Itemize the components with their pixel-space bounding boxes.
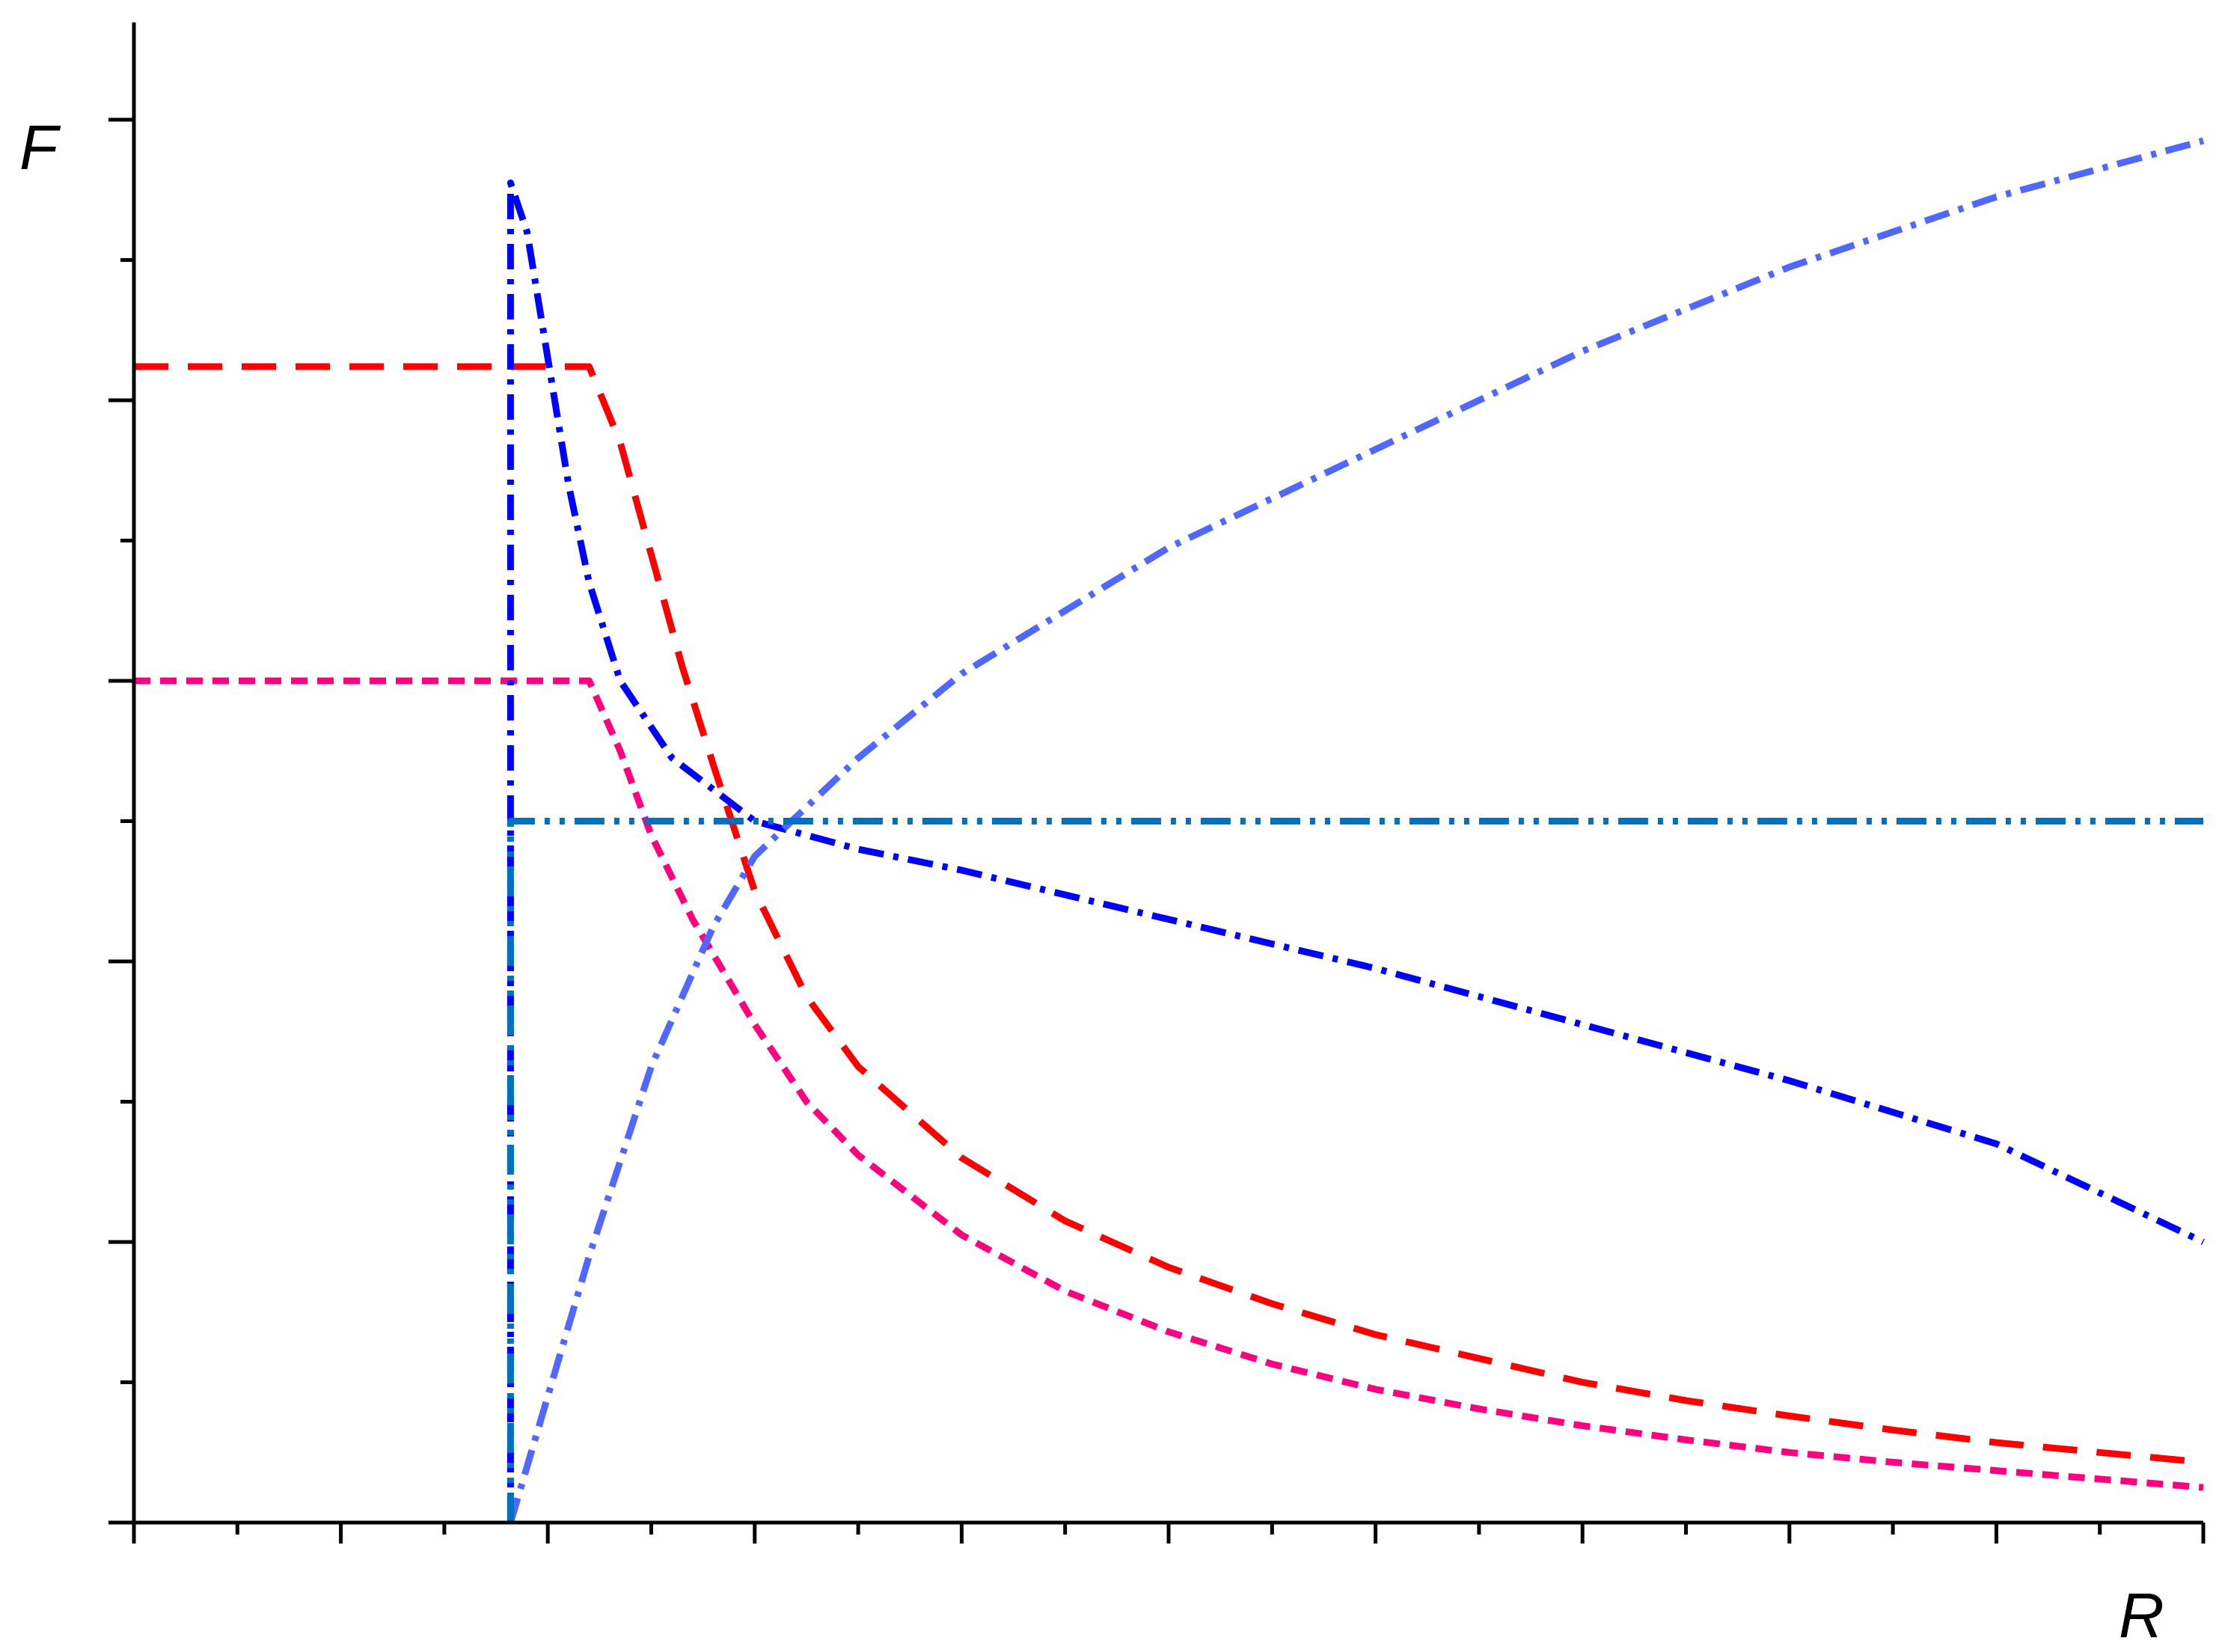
series-line-1 xyxy=(134,363,2204,1466)
y-axis-label: F xyxy=(19,112,61,183)
series-line-4 xyxy=(507,137,2205,1524)
ticks-layer xyxy=(108,117,2206,1544)
x-axis-label: R xyxy=(2119,1580,2164,1651)
series-line-2 xyxy=(134,677,2204,1491)
series-layer xyxy=(134,137,2205,1524)
series-line-5 xyxy=(506,818,2203,1523)
series-line-3 xyxy=(506,179,2205,1523)
